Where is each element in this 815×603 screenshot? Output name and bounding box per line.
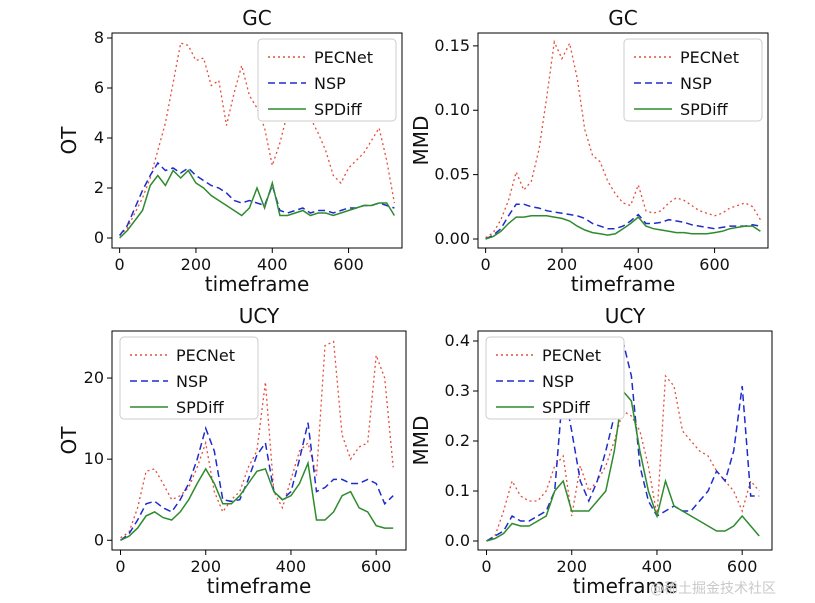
chart-panel-1: GC 0 200 400 600 0 2 4 6 8 timeframe OT PECNet NSP SPD… [57, 6, 403, 296]
legend-box [623, 38, 763, 122]
x-tick-label: 200 [556, 557, 587, 576]
x-tick-label: 0 [115, 255, 125, 274]
y-axis-label: MMD [409, 416, 433, 466]
y-tick-label: 0.10 [434, 100, 470, 119]
legend: PECNet NSP SPDiff [623, 38, 763, 122]
chart-title: UCY [605, 304, 646, 328]
y-tick-label: 2 [94, 178, 104, 197]
legend-label-pecnet: PECNet [314, 48, 373, 67]
series-line-pecnet [485, 39, 761, 239]
x-axis-label: timeframe [205, 272, 310, 296]
y-tick-label: 6 [94, 78, 104, 97]
y-tick-label: 0 [94, 228, 104, 247]
x-tick-label: 400 [257, 255, 288, 274]
x-axis-label: timeframe [573, 574, 678, 598]
x-tick-label: 400 [276, 557, 307, 576]
legend-label-nsp: NSP [176, 372, 208, 391]
y-tick-label: 8 [94, 28, 104, 47]
axes-frame [111, 330, 407, 551]
series-line-spdiff [119, 169, 396, 239]
legend: PECNet NSP SPDiff [485, 336, 625, 420]
series-group [485, 39, 761, 240]
chart-title: GC [242, 6, 271, 30]
x-tick-label: 0 [481, 557, 491, 576]
y-axis-label: MMD [409, 116, 433, 166]
legend-label-nsp: NSP [680, 74, 712, 93]
watermark: @稀土掘金技术社区 [650, 581, 776, 597]
legend: PECNet NSP SPDiff [119, 336, 259, 420]
series-line-nsp [119, 161, 395, 236]
legend-box [485, 336, 625, 420]
x-tick-label: 600 [699, 255, 730, 274]
chart-title: UCY [239, 304, 280, 328]
legend-label-nsp: NSP [542, 372, 574, 391]
legend-label-pecnet: PECNet [542, 346, 601, 365]
chart-panel-2: GC 0 200 400 600 0.00 0.05 0.10 0.15 timeframe MMD… [409, 6, 769, 296]
x-tick-label: 600 [727, 557, 758, 576]
series-line-spdiff [120, 460, 394, 541]
x-tick-label: 0 [481, 255, 491, 274]
legend-label-spdiff: SPDiff [542, 398, 591, 417]
legend: PECNet NSP SPDiff [257, 38, 397, 122]
axes-frame [477, 32, 769, 249]
y-tick-label: 10 [84, 449, 104, 468]
y-tick-label: 0 [94, 530, 104, 549]
x-tick-label: 200 [181, 255, 212, 274]
chart-panel-3: UCY 0 200 400 600 0 10 20 timeframe OT PECNet NSP SP… [57, 304, 407, 598]
series-line-pecnet [120, 340, 394, 539]
y-axis-label: OT [57, 126, 81, 155]
legend-label-pecnet: PECNet [176, 346, 235, 365]
legend-label-spdiff: SPDiff [314, 100, 363, 119]
y-tick-label: 0.00 [434, 229, 470, 248]
x-tick-label: 400 [623, 255, 654, 274]
legend-label-pecnet: PECNet [680, 48, 739, 67]
axes-frame [111, 32, 403, 249]
legend-box [257, 38, 397, 122]
x-tick-label: 600 [361, 557, 392, 576]
y-tick-label: 20 [84, 368, 104, 387]
y-tick-label: 0.0 [445, 531, 470, 550]
series-line-nsp [485, 203, 761, 240]
legend-label-nsp: NSP [314, 74, 346, 93]
series-line-spdiff [485, 215, 761, 240]
y-tick-label: 4 [94, 128, 104, 147]
x-tick-label: 600 [333, 255, 364, 274]
y-tick-label: 0.4 [445, 331, 470, 350]
y-tick-label: 0.2 [445, 431, 470, 450]
x-tick-label: 200 [190, 557, 221, 576]
y-tick-label: 0.15 [434, 36, 470, 55]
x-axis-label: timeframe [571, 272, 676, 296]
y-tick-label: 0.05 [434, 165, 470, 184]
chart-panel-4: UCY 0 200 400 600 0.0 0.1 0.2 0.3 0.4 timeframe MMD… [409, 304, 773, 598]
series-line-nsp [120, 422, 394, 541]
legend-label-spdiff: SPDiff [680, 100, 729, 119]
x-tick-label: 0 [115, 557, 125, 576]
x-tick-label: 200 [547, 255, 578, 274]
chart-title: GC [608, 6, 637, 30]
x-axis-label: timeframe [207, 574, 312, 598]
legend-box [119, 336, 259, 420]
series-group [119, 42, 396, 239]
y-tick-label: 0.1 [445, 481, 470, 500]
series-group [120, 340, 394, 541]
x-tick-label: 400 [642, 557, 673, 576]
y-axis-label: OT [57, 426, 81, 455]
legend-label-spdiff: SPDiff [176, 398, 225, 417]
y-tick-label: 0.3 [445, 381, 470, 400]
